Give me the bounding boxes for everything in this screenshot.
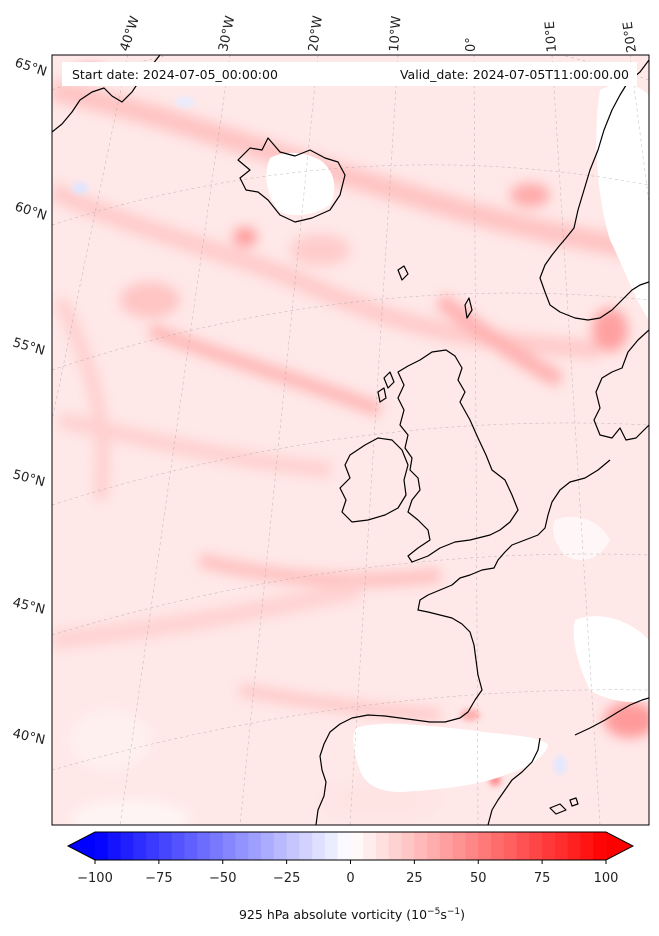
colorbar: −100 −75 −50 −25 0 25 50 75 100 925 hPa absolute…: [66, 831, 635, 922]
colorbar-bin: [465, 832, 479, 860]
colorbar-tick-label: −75: [145, 871, 172, 886]
colorbar-bin: [401, 832, 415, 860]
colorbar-bin: [376, 832, 390, 860]
lon-label-40w: 40°W: [118, 14, 143, 53]
graticule: [52, 55, 649, 825]
colorbar-tick-label: −50: [209, 871, 236, 886]
colorbar-ticks: −100 −75 −50 −25 0 25 50 75 100: [77, 860, 618, 886]
lon-label-20w: 20°W: [306, 15, 326, 53]
colorbar-bin: [478, 832, 492, 860]
lon-label-20e: 20°E: [621, 20, 640, 53]
colorbar-bin: [222, 832, 237, 860]
europe-mainland-coast: [315, 459, 611, 825]
colorbar-bin: [286, 832, 301, 860]
start-date-text: Start date: 2024-07-05_00:00:00: [72, 67, 278, 82]
colorbar-bin: [350, 832, 364, 860]
colorbar-extend-min: [68, 832, 96, 860]
lat-label-60n: 60°N: [13, 200, 49, 224]
colorbar-bin: [529, 832, 543, 860]
colorbar-bin: [235, 832, 249, 860]
colorbar-tick-label: −25: [273, 871, 300, 886]
colorbar-tick-label: 50: [470, 871, 487, 886]
iceland-coast: [237, 137, 346, 223]
colorbar-bin: [248, 832, 262, 860]
colorbar-bin: [554, 832, 569, 860]
vorticity-bands: [52, 79, 649, 825]
colorbar-bin: [209, 832, 224, 860]
colorbar-bin: [133, 832, 147, 860]
sweden-denmark-coast: [593, 329, 649, 441]
colorbar-bins: [68, 832, 633, 860]
map-frame: [51, 54, 650, 826]
colorbar-bin: [414, 832, 428, 860]
lon-label-10e: 10°E: [543, 21, 560, 53]
header-banner: [62, 62, 637, 86]
colorbar-bin: [337, 832, 352, 860]
colorbar-bin: [197, 832, 211, 860]
colorbar-bin: [439, 832, 454, 860]
lon-label-30w: 30°W: [216, 14, 238, 52]
colorbar-bin: [171, 832, 186, 860]
scotland-england-coast: [397, 349, 519, 563]
colorbar-bin: [388, 832, 403, 860]
colorbar-bin: [107, 832, 122, 860]
colorbar-bin: [324, 832, 339, 860]
colorbar-bin: [312, 832, 326, 860]
colorbar-bin: [593, 832, 607, 860]
lat-label-45n: 45°N: [11, 595, 46, 617]
colorbar-label: 925 hPa absolute vorticity (10−5s−1): [239, 907, 465, 922]
masked-terrain: [266, 84, 649, 792]
colorbar-tick-label: 100: [594, 871, 619, 886]
colorbar-bin: [567, 832, 582, 860]
colorbar-bin: [299, 832, 313, 860]
longitude-labels: 40°W 30°W 20°W 10°W 0° 10°E 20°E: [118, 14, 640, 53]
lon-label-10w: 10°W: [387, 15, 404, 52]
norway-coast: [539, 59, 649, 321]
hebrides: [377, 371, 395, 403]
vorticity-field: [52, 62, 649, 825]
colorbar-bin: [503, 832, 518, 860]
lat-label-50n: 50°N: [11, 467, 47, 490]
colorbar-extend-max: [605, 832, 633, 860]
colorbar-bin: [273, 832, 288, 860]
colorbar-bin: [184, 832, 198, 860]
lon-label-0: 0°: [464, 37, 479, 52]
shetland-islands: [464, 297, 473, 319]
colorbar-bin: [516, 832, 530, 860]
lat-label-55n: 55°N: [11, 335, 47, 358]
ireland-coast: [339, 437, 409, 523]
colorbar-bin: [146, 832, 160, 860]
colorbar-bin: [363, 832, 377, 860]
colorbar-bin: [95, 832, 109, 860]
balearic-islands: [549, 797, 579, 815]
colorbar-bin: [261, 832, 275, 860]
map-panel: Start date: 2024-07-05_00:00:00 Valid_da…: [52, 55, 649, 825]
latitude-labels: 65°N 60°N 55°N 50°N 45°N 40°N: [11, 56, 49, 749]
mediterranean-coast: [574, 697, 649, 736]
colorbar-bin: [120, 832, 134, 860]
faroe-islands: [397, 265, 409, 281]
colorbar-tick-label: 75: [534, 871, 551, 886]
valid-date-text: Valid_date: 2024-07-05T11:00:00.00: [400, 67, 629, 82]
coastlines: [52, 55, 649, 825]
colorbar-bin: [580, 832, 594, 860]
colorbar-bin: [427, 832, 441, 860]
lat-label-40n: 40°N: [11, 726, 46, 748]
colorbar-tick-label: 25: [406, 871, 423, 886]
colorbar-bin: [542, 832, 556, 860]
colorbar-tick-label: −100: [77, 871, 113, 886]
colorbar-bin: [452, 832, 467, 860]
iberia-south-coast: [487, 737, 541, 825]
lat-label-65n: 65°N: [13, 56, 49, 80]
colorbar-bin: [491, 832, 505, 860]
colorbar-bin: [158, 832, 173, 860]
colorbar-tick-label: 0: [346, 871, 354, 886]
